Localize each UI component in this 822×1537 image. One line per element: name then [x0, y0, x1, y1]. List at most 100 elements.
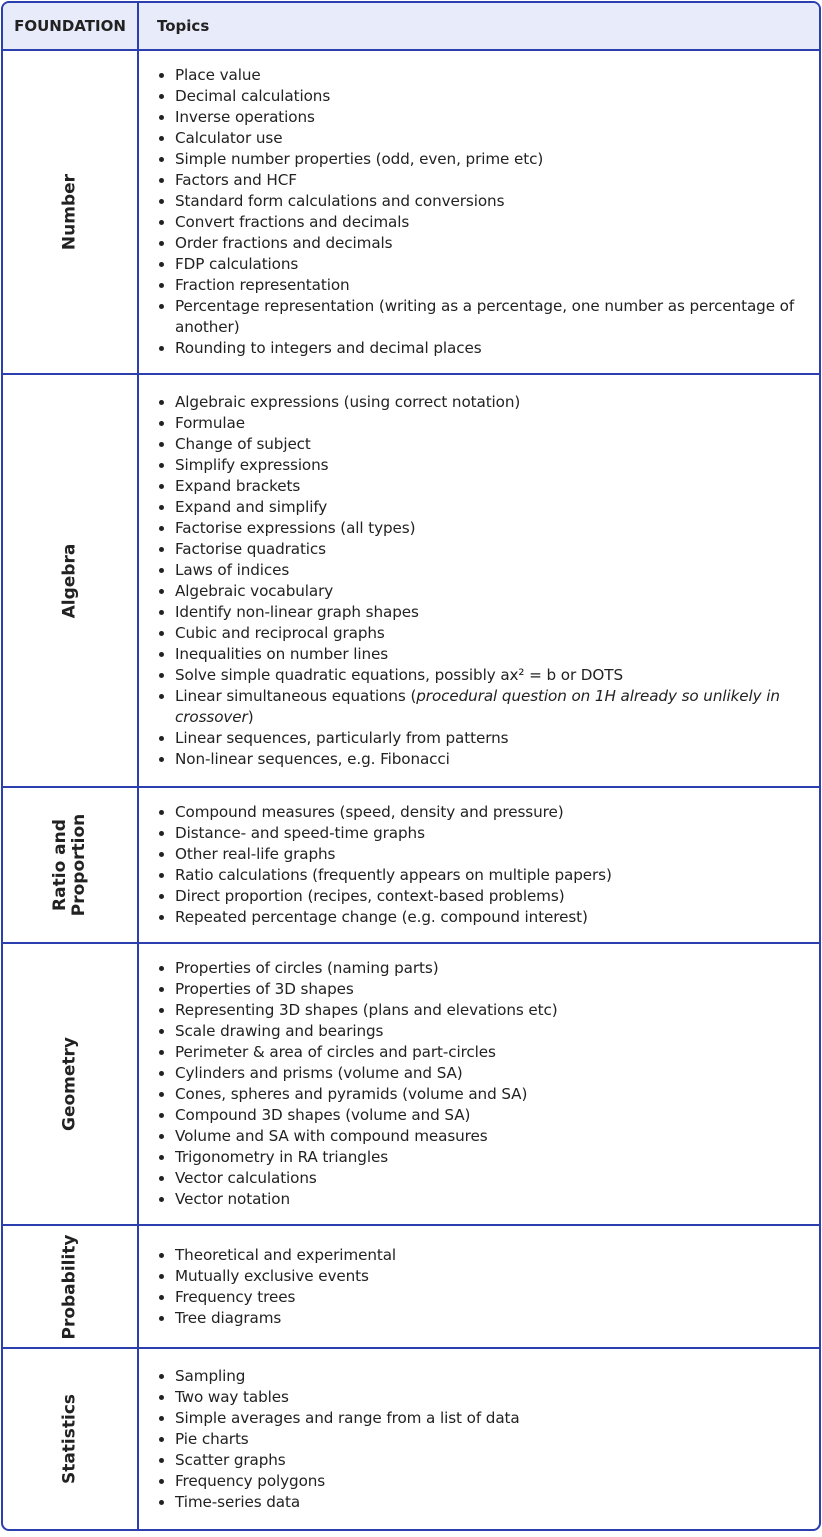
topic-text: Properties of circles (naming parts): [175, 959, 439, 977]
topic-item: Simplify expressions: [175, 455, 799, 476]
topic-item: Simple number properties (odd, even, pri…: [175, 149, 799, 170]
topic-item: Pie charts: [175, 1429, 799, 1450]
topic-item: Vector calculations: [175, 1168, 799, 1189]
topic-item: Inverse operations: [175, 107, 799, 128]
topic-text: Simple number properties (odd, even, pri…: [175, 150, 544, 168]
table-row: Ratio and Proportion Compound measures (s…: [3, 788, 819, 944]
topic-text: Frequency trees: [175, 1287, 296, 1306]
topic-text: Properties of 3D shapes: [175, 980, 354, 998]
topic-text: Non-linear sequences, e.g. Fibonacci: [175, 749, 450, 768]
topic-note: procedural question on 1H already so unl…: [175, 686, 780, 726]
topic-item: Sampling: [175, 1366, 799, 1387]
topic-text: Linear simultaneous equations (: [175, 686, 417, 705]
table-row: Number Place value Decimal calculations Inv…: [3, 51, 819, 375]
topic-item: Percentage representation (writing as a …: [175, 296, 799, 338]
topic-text: Compound measures (speed, density and pr…: [175, 803, 564, 821]
topic-item: Mutually exclusive events: [175, 1266, 799, 1287]
topic-text: Factorise expressions (all types): [175, 518, 416, 537]
topic-item: Other real-life graphs: [175, 844, 799, 865]
topics-cell: Theoretical and experimental Mutually exc…: [139, 1226, 819, 1349]
topic-text: Decimal calculations: [175, 87, 331, 105]
topic-text: Factorise quadratics: [175, 539, 326, 558]
topic-list: Theoretical and experimental Mutually exc…: [155, 1245, 799, 1329]
header-topics: Topics: [139, 3, 819, 51]
topic-item: Tree diagrams: [175, 1308, 799, 1329]
topic-text: Pie charts: [175, 1429, 249, 1448]
table-row: Statistics Sampling Two way tables Simple a…: [3, 1349, 819, 1529]
category-cell: Geometry: [3, 944, 139, 1226]
topic-text: Inequalities on number lines: [175, 644, 389, 663]
topic-text: Theoretical and experimental: [175, 1245, 397, 1264]
topic-item: Linear sequences, particularly from patt…: [175, 728, 799, 749]
category-cell: Algebra: [3, 375, 139, 788]
topic-item: Expand and simplify: [175, 497, 799, 518]
table-row: Geometry Properties of circles (naming pa…: [3, 944, 819, 1226]
table-row: Probability Theoretical and experimental M…: [3, 1226, 819, 1349]
topic-item: Inequalities on number lines: [175, 644, 799, 665]
topic-text: Change of subject: [175, 434, 311, 453]
topic-item: Algebraic vocabulary: [175, 581, 799, 602]
topic-text: Algebraic expressions (using correct not…: [175, 392, 521, 411]
topic-text: Frequency polygons: [175, 1471, 326, 1490]
topic-text: Inverse operations: [175, 108, 315, 126]
topic-text: Vector notation: [175, 1190, 290, 1208]
topic-text: Laws of indices: [175, 560, 290, 579]
table-row: Algebra Algebraic expressions (using corr…: [3, 375, 819, 788]
topic-item: Volume and SA with compound measures: [175, 1126, 799, 1147]
topic-text: ): [247, 707, 254, 726]
topic-text: Trigonometry in RA triangles: [175, 1148, 389, 1166]
topic-item: Convert fractions and decimals: [175, 212, 799, 233]
topic-text: Calculator use: [175, 129, 283, 147]
topic-item: Algebraic expressions (using correct not…: [175, 392, 799, 413]
topic-text: Percentage representation (writing as a …: [175, 297, 795, 336]
topic-item: Order fractions and decimals: [175, 233, 799, 254]
topic-item: Representing 3D shapes (plans and elevat…: [175, 1000, 799, 1021]
topic-item: Fraction representation: [175, 275, 799, 296]
topic-item: Factorise expressions (all types): [175, 518, 799, 539]
topic-text: Simple averages and range from a list of…: [175, 1408, 520, 1427]
topic-item: Properties of 3D shapes: [175, 979, 799, 1000]
topic-text: Expand brackets: [175, 476, 301, 495]
topic-text: Direct proportion (recipes, context-base…: [175, 887, 565, 905]
topic-list: Place value Decimal calculations Inverse o…: [155, 65, 799, 359]
topic-text: Scale drawing and bearings: [175, 1022, 384, 1040]
topics-cell: Sampling Two way tables Simple averages an…: [139, 1349, 819, 1529]
topic-text: Factors and HCF: [175, 171, 297, 189]
topic-item: Calculator use: [175, 128, 799, 149]
topic-text: Representing 3D shapes (plans and elevat…: [175, 1001, 558, 1019]
topic-text: Volume and SA with compound measures: [175, 1127, 488, 1145]
topic-list: Compound measures (speed, density and pr…: [155, 802, 799, 928]
topic-item: Identify non-linear graph shapes: [175, 602, 799, 623]
topic-list: Properties of circles (naming parts) Prop…: [155, 958, 799, 1210]
topic-list: Sampling Two way tables Simple averages an…: [155, 1366, 799, 1513]
topic-text: Standard form calculations and conversio…: [175, 192, 505, 210]
category-cell: Number: [3, 51, 139, 375]
topic-text: Expand and simplify: [175, 497, 328, 516]
topic-text: Cones, spheres and pyramids (volume and …: [175, 1085, 528, 1103]
category-cell: Statistics: [3, 1349, 139, 1529]
topic-text: Vector calculations: [175, 1169, 317, 1187]
topic-text: Algebraic vocabulary: [175, 581, 334, 600]
topic-item: Compound 3D shapes (volume and SA): [175, 1105, 799, 1126]
topic-item: Scale drawing and bearings: [175, 1021, 799, 1042]
topic-item: Frequency polygons: [175, 1471, 799, 1492]
topic-item: Factorise quadratics: [175, 539, 799, 560]
topic-text: FDP calculations: [175, 255, 299, 273]
category-label: Statistics: [59, 1393, 80, 1485]
topic-item: Decimal calculations: [175, 86, 799, 107]
topic-text: Repeated percentage change (e.g. compoun…: [175, 908, 588, 926]
topics-cell: Compound measures (speed, density and pr…: [139, 788, 819, 944]
topic-item: Distance- and speed-time graphs: [175, 823, 799, 844]
topic-item: Repeated percentage change (e.g. compoun…: [175, 907, 799, 928]
topic-item: Ratio calculations (frequently appears o…: [175, 865, 799, 886]
topic-text: Other real-life graphs: [175, 845, 336, 863]
topic-item: Standard form calculations and conversio…: [175, 191, 799, 212]
topic-item: Place value: [175, 65, 799, 86]
header-row: FOUNDATION Topics: [3, 3, 819, 51]
topic-item: Direct proportion (recipes, context-base…: [175, 886, 799, 907]
topic-item: Cubic and reciprocal graphs: [175, 623, 799, 644]
topic-text: Identify non-linear graph shapes: [175, 602, 419, 621]
topics-cell: Properties of circles (naming parts) Prop…: [139, 944, 819, 1226]
topic-text: Ratio calculations (frequently appears o…: [175, 866, 612, 884]
topic-item: Non-linear sequences, e.g. Fibonacci: [175, 749, 799, 770]
